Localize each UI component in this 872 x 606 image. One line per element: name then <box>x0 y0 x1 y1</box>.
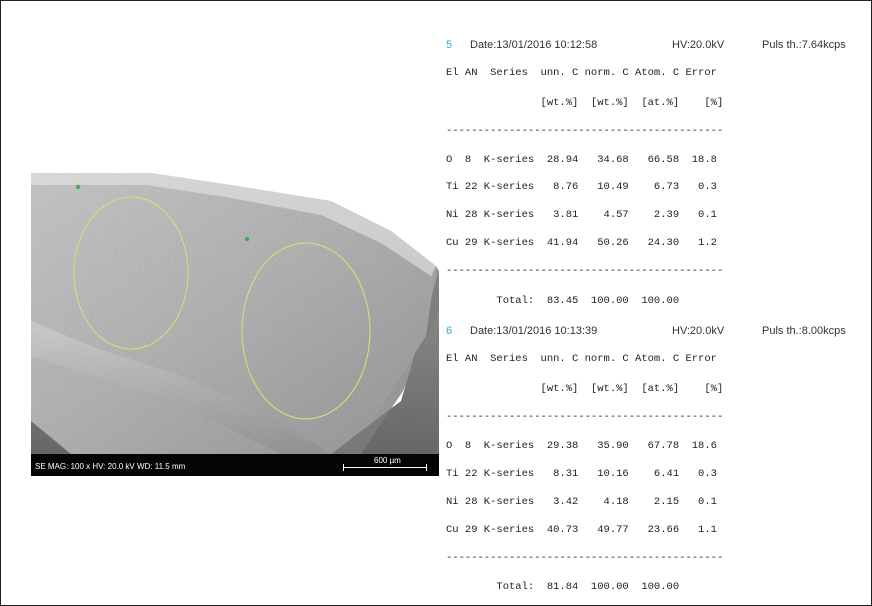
unit-header: [wt.%] [wt.%] [at.%] [%] <box>446 97 724 109</box>
table-row: O 8 K-series 28.94 34.68 66.58 18.8 <box>446 154 717 166</box>
separator: ----------------------------------------… <box>446 552 724 564</box>
total-row: Total: 81.84 100.00 100.00 <box>446 581 680 593</box>
table-row: Ni 28 K-series 3.42 4.18 2.15 0.1 <box>446 496 717 508</box>
separator: ----------------------------------------… <box>446 411 724 423</box>
sem-info-bar: SE MAG: 100 x HV: 20.0 kV WD: 11.5 mm 60… <box>31 454 439 476</box>
report-hv: HV:20.0kV <box>672 325 725 337</box>
report-puls: Puls th.:7.64kcps <box>762 39 846 51</box>
total-row: Total: 83.45 100.00 100.00 <box>446 295 680 307</box>
unit-header: [wt.%] [wt.%] [at.%] [%] <box>446 383 724 395</box>
table-row: Ti 22 K-series 8.31 10.16 6.41 0.3 <box>446 468 717 480</box>
table-row: Cu 29 K-series 40.73 49.77 23.66 1.1 <box>446 524 717 536</box>
marker-5 <box>75 184 81 190</box>
marker-6 <box>244 236 250 242</box>
report-number: 5 <box>446 39 453 51</box>
sem-parameters: SE MAG: 100 x HV: 20.0 kV WD: 11.5 mm <box>35 462 186 471</box>
sem-micrograph: SE MAG: 100 x HV: 20.0 kV WD: 11.5 mm 60… <box>31 171 439 476</box>
sem-image <box>31 171 439 454</box>
scale-bar-label: 600 µm <box>374 456 401 465</box>
table-row: Ni 28 K-series 3.81 4.57 2.39 0.1 <box>446 209 717 221</box>
report-date: Date:13/01/2016 10:13:39 <box>470 325 598 337</box>
separator: ----------------------------------------… <box>446 125 724 137</box>
analysis-region-5 <box>73 196 189 350</box>
report-puls: Puls th.:8.00kcps <box>762 325 846 337</box>
scale-bar-tick-right <box>426 464 427 471</box>
scale-bar <box>343 467 427 468</box>
report-hv: HV:20.0kV <box>672 39 725 51</box>
analysis-region-6 <box>241 242 371 420</box>
table-row: Ti 22 K-series 8.76 10.49 6.73 0.3 <box>446 181 717 193</box>
column-header: El AN Series unn. C norm. C Atom. C Erro… <box>446 67 717 79</box>
report-number: 6 <box>446 325 453 337</box>
separator: ----------------------------------------… <box>446 265 724 277</box>
report-date: Date:13/01/2016 10:12:58 <box>470 39 598 51</box>
table-row: O 8 K-series 29.38 35.90 67.78 18.6 <box>446 440 717 452</box>
column-header: El AN Series unn. C norm. C Atom. C Erro… <box>446 353 717 365</box>
table-row: Cu 29 K-series 41.94 50.26 24.30 1.2 <box>446 237 717 249</box>
